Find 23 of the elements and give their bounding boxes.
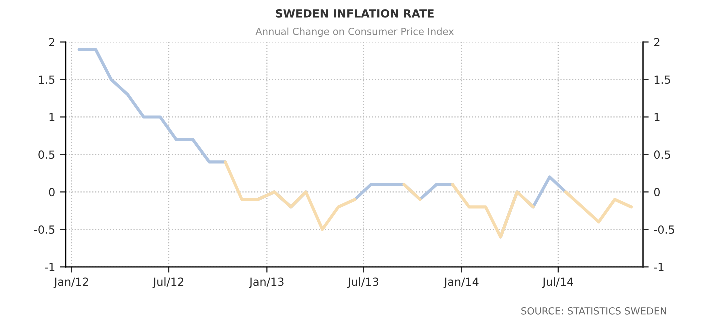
y-tick-label: 0: [49, 188, 55, 197]
x-tick-label: Jul/12: [152, 278, 184, 288]
y2-tick-label: 1: [654, 113, 660, 122]
y2-tick-label: -0.5: [654, 226, 674, 234]
y-tick-label: 2: [49, 38, 54, 46]
y-tick-label: -1: [45, 263, 55, 272]
y2-tick-label: 0.5: [654, 150, 670, 160]
y-tick-label: -0.5: [34, 226, 55, 234]
y2-tick-label: 1.5: [654, 76, 670, 84]
y2-tick-label: 0: [654, 188, 660, 197]
chart-title: SWEDEN INFLATION RATE: [276, 9, 434, 18]
x-tick-label: Jan/12: [54, 278, 88, 288]
chart-subtitle: Annual Change on Consumer Price Index: [256, 28, 454, 38]
y2-tick-label: 2: [654, 38, 660, 46]
y-tick-label: 1: [50, 113, 55, 122]
y2-tick-label: -1: [654, 263, 664, 272]
x-tick-label: Jul/14: [542, 278, 574, 288]
source-note: SOURCE: STATISTICS SWEDEN: [522, 307, 666, 315]
y-tick-label: 0.5: [38, 150, 55, 160]
x-tick-label: Jan/14: [444, 278, 479, 288]
x-tick-label: Jul/13: [347, 278, 378, 288]
y-tick-label: 1.5: [39, 76, 55, 84]
x-tick-label: Jan/13: [249, 278, 284, 288]
